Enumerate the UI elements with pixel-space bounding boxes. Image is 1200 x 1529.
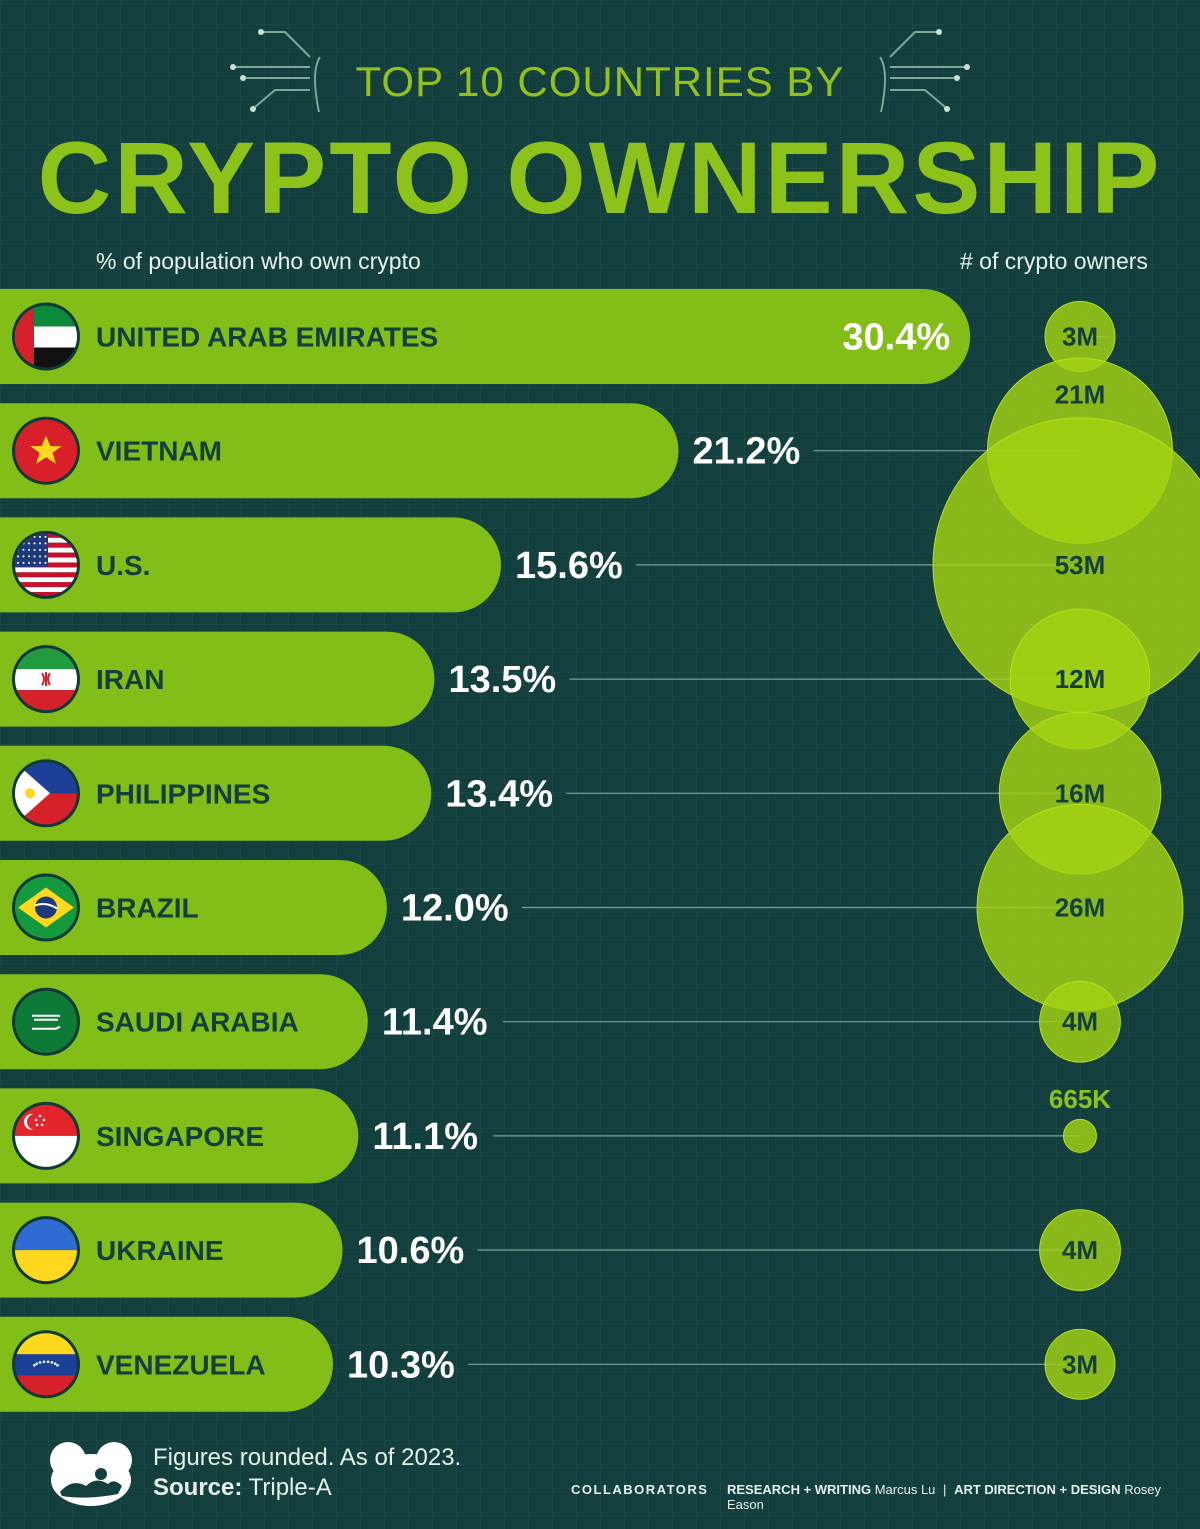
iran-flag-icon [12,645,80,714]
source-value: Triple-A [248,1474,332,1501]
bar-row: SAUDI ARABIA 11.4% [0,974,488,1070]
bar-row: SINGAPORE 11.1% [0,1088,478,1184]
country-label: SINGAPORE [96,1121,264,1152]
bar-row: U.S. 15.6% [0,517,623,613]
saudi-arabia-flag-icon [12,987,80,1056]
singapore-flag-icon [12,1101,80,1170]
bar [0,1088,359,1184]
us-flag-icon [12,530,80,599]
uae-flag-icon [12,302,80,371]
bar-row: VENEZUELA 10.3% [0,1316,455,1412]
collaborators-label: COLLABORATORS [571,1482,709,1497]
venezuela-flag-icon [12,1330,80,1399]
ukraine-flag-icon [12,1216,80,1285]
owner-label: 16M [1055,778,1106,808]
title-line-1: TOP 10 COUNTRIES BY [355,58,845,105]
percent-label: 11.1% [372,1116,478,1158]
bar-row: UKRAINE 10.6% [0,1202,465,1298]
owner-label: 665K [1049,1084,1111,1114]
owner-label: 3M [1062,1349,1098,1379]
bar [0,745,432,841]
bar-row: BRAZIL 12.0% [0,860,509,955]
country-label: UNITED ARAB EMIRATES [96,322,438,353]
percent-label: 13.4% [445,773,553,815]
philippines-flag-icon [12,759,80,828]
footer-note: Figures rounded. As of 2023. [153,1444,462,1471]
percent-label: 21.2% [693,431,801,473]
publisher-logo-icon [50,1442,132,1506]
bar [0,974,368,1070]
footer-source: Source: Triple-A [153,1474,332,1502]
bar [0,860,387,955]
title-line-2: CRYPTO OWNERSHIP [37,121,1163,235]
country-label: BRAZIL [96,893,199,924]
bar [0,289,971,384]
owner-bubble [1039,1209,1121,1291]
owner-bubble [1039,980,1121,1063]
left-axis-header: % of population who own crypto [96,248,421,274]
credit-separator: | [943,1482,947,1497]
source-label: Source: [153,1474,243,1501]
country-label: SAUDI ARABIA [96,1007,299,1038]
owner-label: 21M [1055,380,1106,410]
percent-label: 30.4% [842,317,950,359]
percent-label: 13.5% [448,659,556,701]
bar-row: PHILIPPINES 13.4% [0,745,553,841]
percent-label: 11.4% [382,1002,488,1044]
percent-label: 12.0% [401,888,509,930]
owner-bubbles [932,301,1200,1400]
bar [0,631,435,727]
owner-label: 12M [1055,664,1106,694]
bar [0,1202,343,1298]
owner-label: 53M [1055,550,1106,580]
brazil-flag-icon [12,873,80,942]
bar [0,1316,334,1412]
owner-bubble [1063,1118,1097,1153]
bar [0,403,679,499]
vietnam-flag-icon [12,416,80,485]
research-name: Marcus Lu [874,1482,936,1497]
percent-label: 10.6% [357,1230,465,1272]
design-name: Rosey Eason [727,1482,1162,1512]
circuit-decoration-left-icon [230,29,321,112]
percent-label: 10.3% [347,1344,455,1386]
country-label: VIETNAM [96,436,222,467]
right-axis-header: # of crypto owners [960,248,1148,274]
owner-bubble [1044,1328,1116,1400]
owner-label: 26M [1055,893,1106,923]
bar-row: IRAN 13.5% [0,631,556,727]
research-label: RESEARCH + WRITING [727,1482,872,1497]
country-label: U.S. [96,550,150,581]
bar [0,517,502,613]
credits: RESEARCH + WRITING Marcus Lu | ART DIREC… [727,1482,1200,1512]
bar-row: UNITED ARAB EMIRATES 30.4% [0,289,971,384]
country-label: UKRAINE [96,1235,224,1266]
owner-label: 3M [1062,322,1098,352]
percent-label: 15.6% [515,545,623,587]
owner-label: 4M [1062,1235,1098,1265]
country-label: PHILIPPINES [96,778,270,809]
country-label: VENEZUELA [96,1349,266,1380]
country-label: IRAN [96,664,164,695]
owner-label: 4M [1062,1007,1098,1037]
circuit-decoration-right-icon [879,29,970,112]
bar-row: VIETNAM 21.2% [0,403,801,499]
design-label: ART DIRECTION + DESIGN [954,1482,1121,1497]
